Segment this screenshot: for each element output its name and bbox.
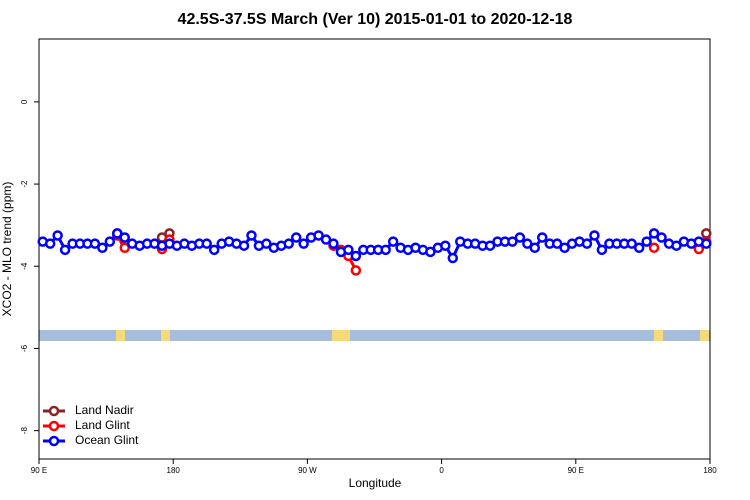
chart-title: 42.5S-37.5S March (Ver 10) 2015-01-01 to…	[178, 11, 573, 28]
data-point	[290, 232, 302, 243]
data-point	[380, 244, 391, 256]
data-point	[537, 232, 548, 243]
data-point	[633, 242, 645, 254]
data-point	[551, 238, 563, 249]
data-point	[343, 244, 354, 256]
x-tick-label: 180	[703, 466, 717, 475]
data-point	[484, 240, 496, 251]
data-point	[447, 252, 459, 264]
data-point	[641, 236, 652, 247]
data-point	[701, 238, 712, 249]
data-point	[44, 238, 56, 249]
data-point	[119, 232, 130, 243]
data-point	[581, 238, 593, 249]
data-point	[425, 246, 436, 258]
data-point	[559, 242, 570, 254]
data-point	[328, 238, 339, 249]
ocean-strip	[39, 330, 710, 341]
data-point	[97, 242, 108, 254]
map-strip	[39, 330, 710, 341]
data-point	[507, 236, 518, 247]
y-tick-label: 0	[20, 99, 29, 104]
data-point	[350, 250, 362, 262]
data-point	[104, 236, 116, 247]
data-point	[298, 238, 309, 249]
y-axis-label: XCO2 - MLO trend (ppm)	[0, 182, 14, 317]
land-patch	[332, 330, 350, 341]
data-point	[238, 240, 250, 251]
data-point	[648, 228, 660, 239]
land-patch	[116, 330, 125, 341]
data-point	[387, 236, 399, 247]
legend-label: Land Glint	[75, 418, 130, 432]
land-patch	[700, 330, 709, 341]
x-tick-label: 90 W	[298, 466, 317, 475]
data-point	[261, 238, 272, 249]
legend-swatch-point	[48, 420, 60, 432]
x-axis-label: Longitude	[349, 476, 402, 490]
data-point	[514, 232, 526, 243]
data-point	[119, 242, 130, 254]
data-point	[589, 230, 600, 241]
legend-swatch-point	[48, 405, 60, 417]
legend-label: Land Nadir	[75, 403, 134, 417]
data-point	[59, 244, 71, 256]
data-point	[208, 244, 220, 256]
data-point	[112, 228, 123, 239]
data-point	[246, 230, 257, 241]
y-tick-label: -4	[20, 262, 29, 270]
data-point	[52, 230, 63, 241]
data-point	[596, 244, 608, 256]
data-point	[201, 238, 212, 249]
x-tick-label: 0	[439, 466, 444, 475]
data-point	[529, 242, 541, 254]
x-tick-label: 180	[167, 466, 181, 475]
y-tick-label: -2	[20, 180, 29, 188]
land-patch	[161, 330, 170, 341]
data-point	[283, 238, 295, 249]
data-point	[350, 265, 362, 276]
legend-swatch-point	[48, 435, 60, 447]
data-point	[522, 238, 533, 249]
data-point	[89, 238, 101, 249]
y-tick-label: -6	[20, 344, 29, 352]
legend-label: Ocean Glint	[75, 433, 139, 447]
data-point	[656, 232, 667, 243]
land-patch	[654, 330, 663, 341]
x-tick-label: 90 E	[568, 466, 584, 475]
data-point	[701, 228, 712, 239]
data-point	[320, 234, 332, 245]
x-tick-label: 90 E	[31, 466, 47, 475]
y-tick-label: -8	[20, 427, 29, 435]
data-point	[626, 238, 637, 249]
plot-frame	[38, 38, 711, 460]
data-point	[313, 230, 324, 241]
data-point	[440, 240, 451, 251]
data-point	[671, 240, 682, 251]
data-point	[648, 242, 660, 254]
